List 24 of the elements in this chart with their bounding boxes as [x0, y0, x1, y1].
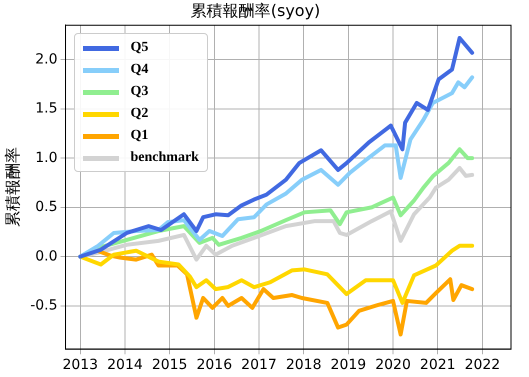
x-tick-label: 2013 [62, 357, 98, 374]
x-tick-label: 2020 [375, 357, 411, 374]
legend-label: Q5 [130, 40, 148, 56]
x-tick-label: 2018 [286, 357, 322, 374]
x-tick-label: 2019 [330, 357, 366, 374]
y-tick-label: 0.0 [35, 248, 58, 264]
y-tick-label: 0.5 [35, 199, 58, 216]
legend-label: Q4 [130, 62, 148, 78]
y-tick-label: -0.5 [30, 298, 58, 314]
y-axis-title: 累積報酬率 [2, 147, 22, 228]
legend-label: Q2 [130, 106, 148, 122]
legend-label: benchmark [130, 150, 199, 166]
y-tick-label: 1.5 [35, 100, 58, 117]
x-tick-label: 2021 [420, 357, 456, 374]
legend-label: Q3 [130, 84, 148, 100]
legend-label: Q1 [130, 128, 148, 144]
x-tick-label: 2016 [196, 357, 232, 374]
x-tick-label: 2015 [152, 357, 188, 374]
y-tick-label: 1.0 [35, 150, 58, 166]
x-tick-label: 2017 [241, 357, 277, 374]
x-tick-label: 2014 [107, 357, 143, 374]
y-tick-label: 2.0 [35, 51, 58, 68]
chart-title: 累積報酬率(syoy) [190, 0, 320, 20]
x-tick-label: 2022 [464, 357, 500, 374]
